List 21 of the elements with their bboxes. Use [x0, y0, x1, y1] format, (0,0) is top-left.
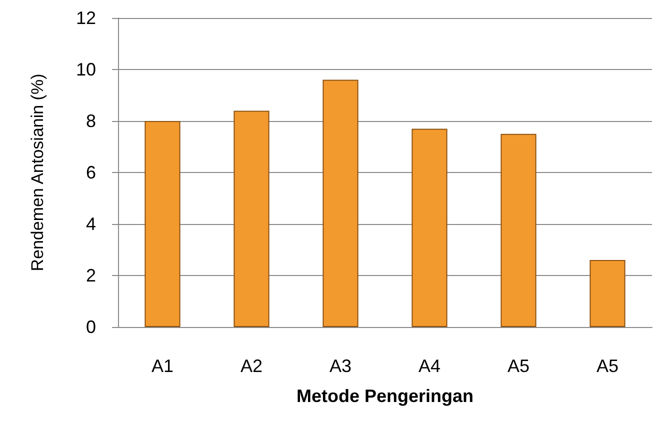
y-tick-label: 10 — [76, 60, 96, 80]
bar — [412, 128, 448, 327]
bar — [590, 260, 626, 327]
x-tick-label: A5 — [596, 356, 619, 376]
bar — [322, 80, 358, 327]
x-tick-label: A3 — [329, 356, 352, 376]
bar — [144, 121, 180, 327]
y-tick-label: 4 — [86, 214, 96, 234]
bar — [234, 110, 270, 327]
x-tick-label: A4 — [418, 356, 441, 376]
y-tick-label: 8 — [86, 111, 96, 131]
x-tick-label: A1 — [151, 356, 174, 376]
y-tick-label: 2 — [86, 266, 96, 286]
x-axis-title: Metode Pengeringan — [296, 386, 474, 406]
x-tick-label: A2 — [240, 356, 263, 376]
y-tick-label: 0 — [86, 317, 96, 337]
y-tick-label: 6 — [86, 162, 96, 182]
y-axis-title: Rendemen Antosianin (%) — [28, 74, 47, 272]
bar — [500, 134, 536, 327]
x-tick-label: A5 — [507, 356, 530, 376]
y-tick-label: 12 — [76, 8, 96, 28]
